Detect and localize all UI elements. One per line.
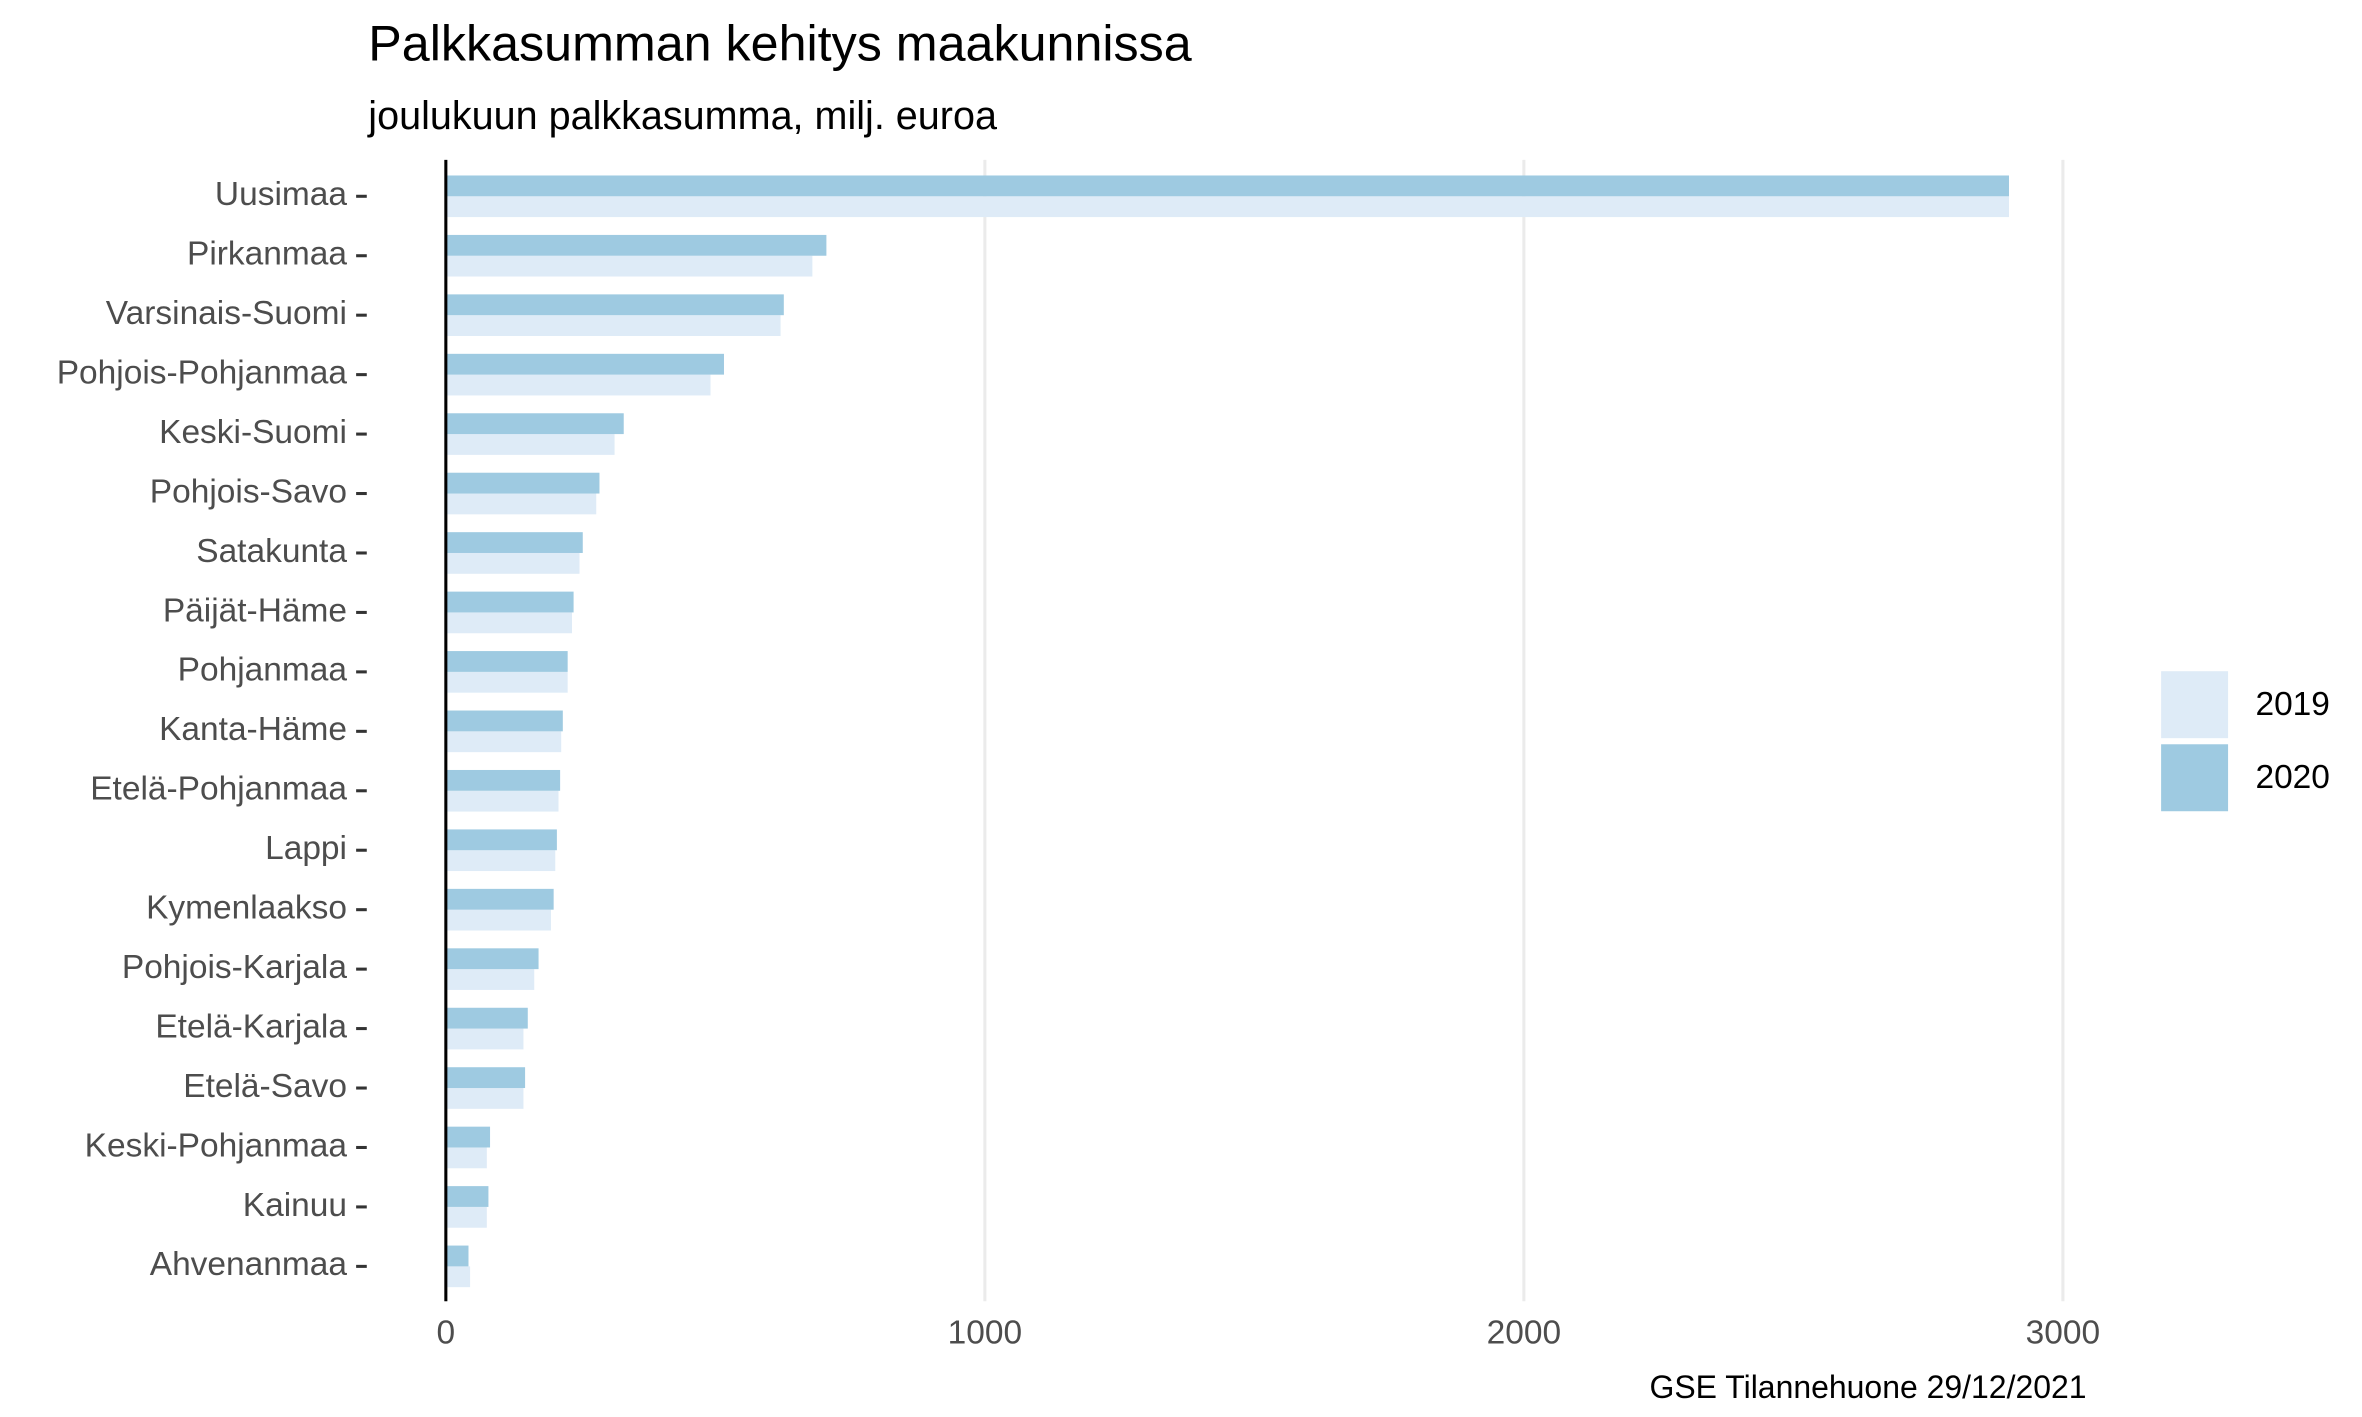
bar (445, 731, 562, 753)
y-tick-label: Ahvenanmaa (150, 1246, 348, 1283)
x-tick-label: 0 (437, 1315, 456, 1352)
chart-subtitle: joulukuun palkkasumma, milj. euroa (367, 94, 997, 138)
x-tick-label: 3000 (2026, 1315, 2100, 1352)
legend-key (2161, 744, 2229, 812)
bar (445, 850, 556, 872)
bar (445, 612, 572, 634)
bar (445, 1266, 471, 1288)
bar (445, 671, 568, 693)
bar (445, 1007, 528, 1029)
y-tick-label: Etelä-Karjala (155, 1008, 347, 1045)
y-tick-label: Lappi (265, 830, 347, 867)
bar (445, 1028, 524, 1050)
bar (445, 234, 827, 256)
y-tick-label: Etelä-Pohjanmaa (90, 771, 347, 808)
bar (445, 969, 535, 990)
y-tick-label: Keski-Pohjanmaa (85, 1127, 348, 1164)
bar (445, 315, 781, 336)
bar (445, 1126, 491, 1148)
bar (445, 294, 784, 316)
y-tick-label: Satakunta (196, 533, 347, 570)
y-tick-label: Kanta-Häme (159, 711, 347, 748)
bar (445, 552, 580, 574)
caption: GSE Tilannehuone 29/12/2021 (1649, 1369, 2086, 1405)
bar (445, 353, 724, 375)
legend-label: 2020 (2255, 759, 2329, 796)
bar (445, 829, 557, 851)
bar (445, 374, 711, 396)
bar (445, 1067, 526, 1089)
legend-label: 2019 (2255, 686, 2329, 723)
bar (445, 532, 583, 553)
chart-title: Palkkasumman kehitys maakunnissa (368, 15, 1191, 71)
y-tick-label: Kainuu (243, 1187, 347, 1224)
bar (445, 888, 554, 910)
y-tick-label: Päijät-Häme (163, 592, 347, 629)
bar (445, 1245, 469, 1267)
bar (445, 493, 597, 515)
bar (445, 472, 600, 494)
y-tick-label: Pirkanmaa (187, 236, 347, 273)
x-tick-label: 2000 (1487, 1315, 1561, 1352)
bar (445, 196, 2009, 218)
bar (445, 1206, 487, 1228)
x-tick-label: 1000 (948, 1315, 1022, 1352)
bar (445, 255, 813, 277)
bar (445, 1088, 524, 1109)
bar (445, 591, 574, 613)
legend-key (2161, 671, 2229, 739)
y-tick-label: Etelä-Savo (183, 1068, 347, 1105)
y-tick-label: Keski-Suomi (159, 414, 347, 451)
y-tick-label: Pohjois-Savo (150, 473, 347, 510)
bar (445, 1147, 487, 1169)
y-tick-label: Varsinais-Suomi (106, 295, 347, 332)
bar (445, 790, 559, 812)
bar (445, 948, 539, 970)
bar (445, 1186, 489, 1207)
y-tick-label: Pohjois-Karjala (122, 949, 347, 986)
y-tick-label: Kymenlaakso (146, 890, 347, 927)
bar (445, 175, 2009, 197)
y-tick-label: Uusimaa (215, 176, 347, 213)
bar (445, 710, 563, 732)
bar (445, 909, 551, 931)
bar (445, 769, 561, 791)
bar (445, 651, 568, 672)
y-tick-label: Pohjois-Pohjanmaa (57, 354, 348, 391)
y-tick-label: Pohjanmaa (178, 652, 348, 689)
bar (445, 413, 624, 435)
bar (445, 434, 615, 455)
